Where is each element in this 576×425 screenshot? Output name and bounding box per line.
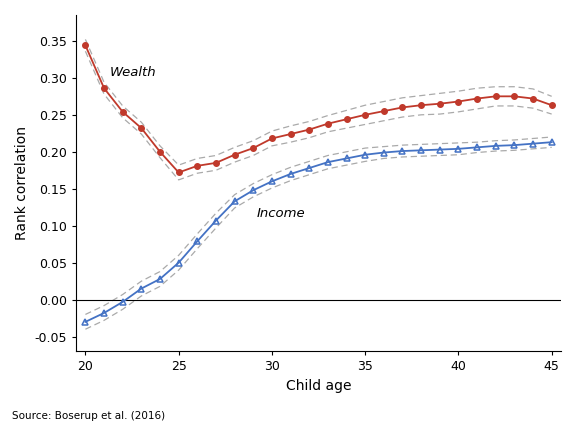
X-axis label: Child age: Child age [286, 379, 351, 393]
Text: Source: Boserup et al. (2016): Source: Boserup et al. (2016) [12, 411, 165, 421]
Text: Income: Income [257, 207, 306, 220]
Text: Wealth: Wealth [109, 65, 156, 79]
Y-axis label: Rank correlation: Rank correlation [15, 126, 29, 240]
